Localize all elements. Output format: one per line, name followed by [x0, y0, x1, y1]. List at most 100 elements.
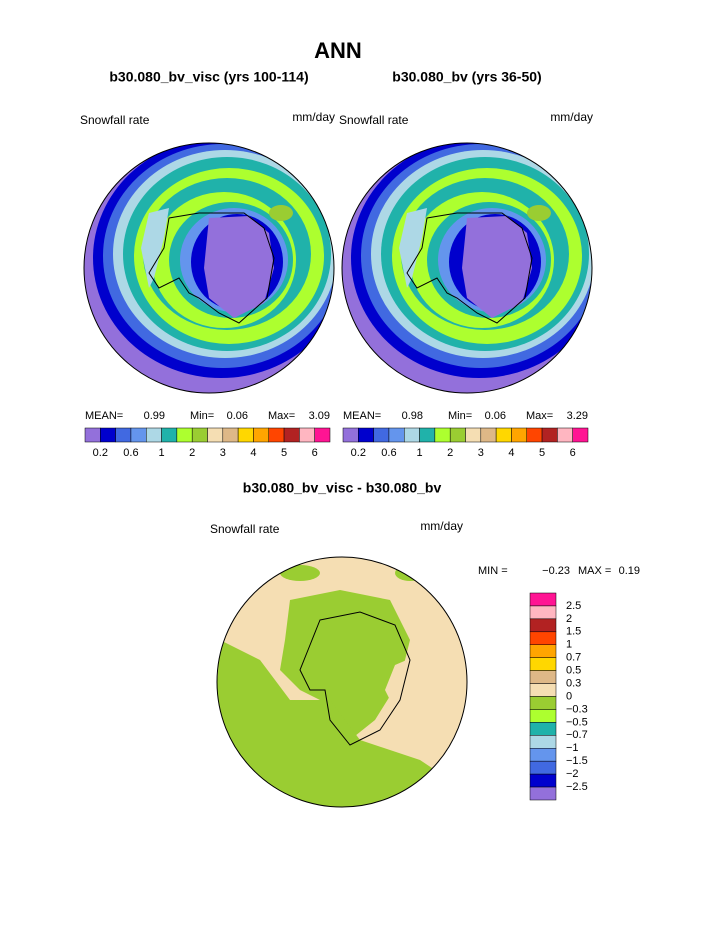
colorbar-label: 0 [566, 690, 572, 702]
colorbar-label: 5 [539, 447, 545, 459]
stat: 3.09 [309, 410, 330, 422]
colorbar-swatch [191, 427, 208, 443]
colorbar-label: 1.5 [566, 626, 581, 638]
colorbar-swatch [526, 427, 543, 443]
colorbar-label: 1 [417, 447, 423, 459]
colorbar-label: −2.5 [566, 781, 588, 793]
colorbar-swatch [557, 427, 573, 443]
colorbar-swatch [480, 427, 497, 443]
colorbar-label: 3 [478, 447, 484, 459]
colorbar-label: −0.5 [566, 716, 588, 728]
map [84, 143, 334, 393]
colorbar-swatch [529, 683, 557, 697]
colorbar-swatch [404, 427, 420, 443]
stat: 0.99 [144, 410, 165, 422]
colorbar-swatch [529, 735, 557, 749]
variable: Snowfall rate [210, 522, 280, 536]
colorbar-label: 6 [312, 447, 318, 459]
stat: Max= [526, 410, 553, 422]
map-border [83, 142, 335, 394]
colorbar-label: 0.7 [566, 652, 581, 664]
colorbar-label: −0.3 [566, 703, 588, 715]
colorbar-label: 6 [570, 447, 576, 459]
colorbar-swatch [529, 696, 557, 710]
colorbar-label: 4 [508, 447, 514, 459]
colorbar-swatch [529, 760, 557, 775]
colorbar-swatch [529, 786, 557, 801]
colorbar-label: 2 [447, 447, 453, 459]
colorbar-label: −1 [566, 742, 579, 754]
colorbar-swatch [373, 427, 390, 443]
colorbar-label: 0.2 [93, 447, 108, 459]
colorbar-swatch [529, 592, 557, 607]
colorbar-swatch [299, 427, 315, 443]
colorbar-label: 0.6 [381, 447, 396, 459]
variable: Snowfall rate [80, 113, 150, 127]
colorbar-swatch [529, 605, 557, 620]
panel-title: b30.080_bv_visc (yrs 100-114) [109, 69, 308, 85]
stat: MEAN= [343, 410, 381, 422]
units: mm/day [550, 110, 593, 124]
variable: Snowfall rate [339, 113, 409, 127]
colorbar-swatch [161, 427, 178, 443]
colorbar-swatch [314, 427, 331, 443]
stat: 0.06 [485, 410, 506, 422]
colorbar-swatch [529, 631, 557, 645]
stat: 0.98 [402, 410, 423, 422]
colorbar-swatch [283, 427, 300, 443]
colorbar-swatch [342, 427, 359, 443]
colorbar-label: 4 [250, 447, 256, 459]
colorbar-swatch [495, 427, 512, 443]
colorbar-label: 2 [189, 447, 195, 459]
panel-title: b30.080_bv (yrs 36-50) [392, 69, 541, 85]
colorbar-label: 2.5 [566, 600, 581, 612]
colorbar-swatch [237, 427, 254, 443]
stat: −0.23 [542, 565, 570, 577]
colorbar-label: 2 [566, 613, 572, 625]
colorbar-swatch [529, 657, 557, 671]
stat: 3.29 [567, 410, 588, 422]
colorbar-label: 0.6 [123, 447, 138, 459]
stat: Min= [448, 410, 472, 422]
map-border [341, 142, 593, 394]
colorbar-swatch [84, 427, 101, 443]
panel-title: b30.080_bv_visc - b30.080_bv [243, 480, 442, 496]
colorbar-label: 5 [281, 447, 287, 459]
colorbar-swatch [130, 427, 147, 443]
colorbar-swatch [268, 427, 285, 443]
map [342, 143, 592, 393]
colorbar-swatch [253, 427, 269, 443]
colorbar-swatch [465, 427, 482, 443]
colorbar-swatch [100, 427, 116, 443]
colorbar-label: −0.7 [566, 729, 588, 741]
colorbar-label: 0.2 [351, 447, 366, 459]
colorbar-label: 1 [566, 639, 572, 651]
colorbar-swatch [176, 427, 193, 443]
units: mm/day [420, 519, 463, 533]
colorbar-label: 3 [220, 447, 226, 459]
colorbar-swatch [434, 427, 451, 443]
units: mm/day [292, 110, 335, 124]
title: ANN [314, 38, 362, 63]
colorbar-swatch [388, 427, 405, 443]
colorbar-label: 0.5 [566, 665, 581, 677]
colorbar-swatch [449, 427, 466, 443]
map [217, 557, 467, 807]
colorbar-swatch [541, 427, 558, 443]
colorbar-swatch [222, 427, 239, 443]
colorbar-label: 1 [159, 447, 165, 459]
colorbar-swatch [529, 709, 557, 723]
colorbar-label: 0.3 [566, 677, 581, 689]
colorbar-label: −1.5 [566, 755, 588, 767]
colorbar-swatch [419, 427, 436, 443]
colorbar-swatch [529, 748, 557, 762]
stat: MIN = [478, 565, 508, 577]
colorbar-label: −2 [566, 768, 579, 780]
colorbar-swatch [207, 427, 224, 443]
stat: Min= [190, 410, 214, 422]
colorbar-swatch [358, 427, 374, 443]
stat: MAX = [578, 565, 611, 577]
colorbar-swatch [529, 644, 557, 658]
stat: MEAN= [85, 410, 123, 422]
